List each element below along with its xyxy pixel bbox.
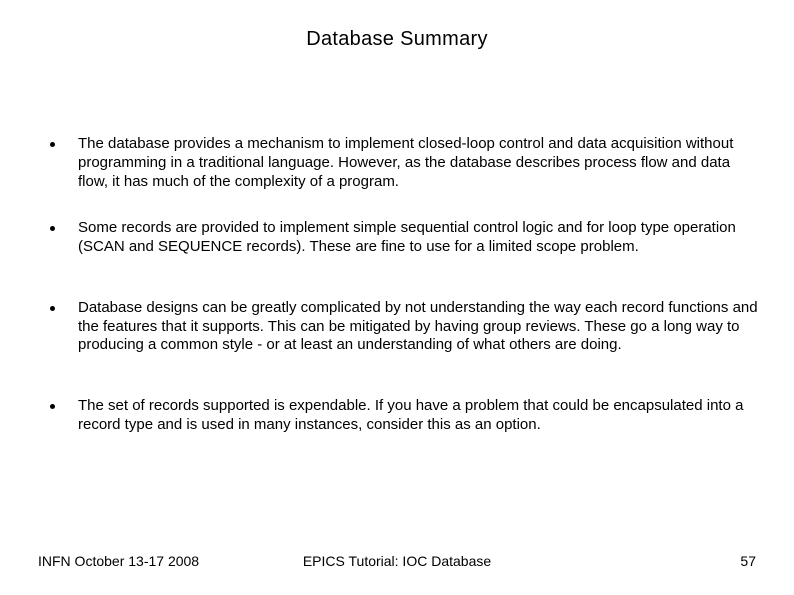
bullet-list: The database provides a mechanism to imp…: [36, 135, 758, 435]
bullet-item: Some records are provided to implement s…: [44, 219, 758, 257]
bullet-item: The database provides a mechanism to imp…: [44, 135, 758, 191]
slide: Database Summary The database provides a…: [0, 0, 794, 595]
footer: INFN October 13-17 2008 EPICS Tutorial: …: [0, 553, 794, 569]
bullet-item: The set of records supported is expendab…: [44, 397, 758, 435]
footer-left: INFN October 13-17 2008: [38, 553, 199, 569]
footer-center: EPICS Tutorial: IOC Database: [303, 553, 491, 569]
bullet-item: Database designs can be greatly complica…: [44, 299, 758, 355]
slide-title: Database Summary: [36, 28, 758, 51]
footer-right-page-number: 57: [740, 553, 756, 569]
